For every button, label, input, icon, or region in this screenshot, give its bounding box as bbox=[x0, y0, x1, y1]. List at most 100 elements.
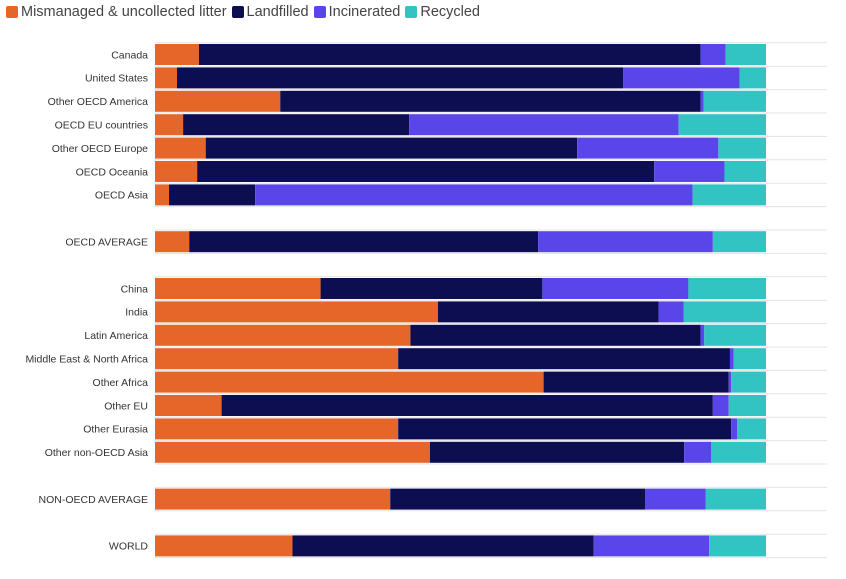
bar-latin-america-landfilled[interactable] bbox=[410, 324, 701, 346]
bar-united-states-landfilled[interactable] bbox=[177, 67, 624, 89]
legend-item-incinerated[interactable]: Incinerated bbox=[313, 4, 400, 20]
chart-legend: Mismanaged & uncollected litter Landfill… bbox=[6, 4, 485, 20]
bar-middle-east-and-north-africa-recycled[interactable] bbox=[733, 348, 766, 370]
legend-item-recycled[interactable]: Recycled bbox=[405, 4, 480, 20]
row-label-other-oecd-europe: Other OECD Europe bbox=[52, 143, 148, 155]
bar-oecd-eu-countries-recycled[interactable] bbox=[678, 114, 766, 136]
bar-oecd-asia-recycled[interactable] bbox=[692, 184, 766, 206]
legend-swatch-landfilled bbox=[231, 6, 244, 18]
bar-china-incinerated[interactable] bbox=[542, 278, 689, 299]
bar-middle-east-and-north-africa-mismanaged[interactable] bbox=[155, 348, 399, 370]
bar-other-africa-recycled[interactable] bbox=[731, 371, 766, 393]
legend-item-landfilled[interactable]: Landfilled bbox=[231, 4, 309, 20]
bar-india-landfilled[interactable] bbox=[437, 301, 659, 323]
bar-other-eurasia-recycled[interactable] bbox=[737, 418, 766, 440]
bar-other-oecd-europe-incinerated[interactable] bbox=[577, 137, 719, 159]
legend-swatch-incinerated bbox=[313, 6, 326, 18]
bar-oecd-average-landfilled[interactable] bbox=[189, 231, 539, 253]
bar-other-eu-landfilled[interactable] bbox=[221, 395, 713, 416]
row-label-oecd-asia: OECD Asia bbox=[95, 190, 148, 202]
bar-china-mismanaged[interactable] bbox=[155, 278, 321, 299]
row-label-oecd-eu-countries: OECD EU countries bbox=[55, 120, 148, 132]
bar-oecd-asia-landfilled[interactable] bbox=[169, 184, 256, 206]
legend-label-landfilled: Landfilled bbox=[246, 4, 309, 20]
bar-other-eu-incinerated[interactable] bbox=[712, 395, 729, 416]
legend-label-mismanaged: Mismanaged & uncollected litter bbox=[21, 4, 227, 20]
bar-india-mismanaged[interactable] bbox=[155, 301, 438, 323]
bar-non-oecd-average-recycled[interactable] bbox=[705, 488, 766, 510]
bar-other-oecd-europe-mismanaged[interactable] bbox=[155, 137, 206, 159]
bar-other-oecd-europe-landfilled[interactable] bbox=[205, 137, 578, 159]
bar-world-recycled[interactable] bbox=[709, 535, 766, 557]
row-label-china: China bbox=[121, 283, 149, 295]
bar-non-oecd-average-landfilled[interactable] bbox=[390, 488, 646, 510]
bar-world-mismanaged[interactable] bbox=[155, 535, 293, 557]
row-label-world: WORLD bbox=[109, 541, 149, 553]
bar-other-africa-incinerated[interactable] bbox=[728, 371, 732, 393]
bar-middle-east-and-north-africa-landfilled[interactable] bbox=[398, 348, 730, 370]
row-label-non-oecd-average: NON-OECD AVERAGE bbox=[39, 494, 149, 506]
bar-non-oecd-average-mismanaged[interactable] bbox=[155, 488, 391, 510]
bar-oecd-oceania-recycled[interactable] bbox=[724, 161, 766, 182]
bar-oecd-asia-incinerated[interactable] bbox=[255, 184, 693, 206]
bar-india-recycled[interactable] bbox=[683, 301, 766, 323]
bar-oecd-eu-countries-incinerated[interactable] bbox=[409, 114, 679, 136]
row-label-other-oecd-america: Other OECD America bbox=[48, 96, 149, 108]
bar-oecd-oceania-landfilled[interactable] bbox=[197, 161, 655, 182]
row-label-united-states: United States bbox=[85, 73, 148, 85]
row-label-india: India bbox=[125, 307, 148, 319]
bar-other-africa-landfilled[interactable] bbox=[543, 371, 729, 393]
row-label-latin-america: Latin America bbox=[84, 330, 148, 342]
bar-other-oecd-europe-recycled[interactable] bbox=[718, 137, 766, 159]
row-label-canada: Canada bbox=[111, 49, 148, 61]
row-label-middle-east-and-north-africa: Middle East & North Africa bbox=[25, 354, 148, 366]
bar-latin-america-incinerated[interactable] bbox=[700, 324, 705, 346]
bar-other-oecd-america-landfilled[interactable] bbox=[280, 90, 701, 112]
bar-united-states-incinerated[interactable] bbox=[623, 67, 740, 89]
bar-united-states-recycled[interactable] bbox=[739, 67, 766, 89]
bar-oecd-average-incinerated[interactable] bbox=[538, 231, 713, 253]
bar-canada-recycled[interactable] bbox=[725, 44, 766, 65]
row-label-other-eurasia: Other Eurasia bbox=[83, 424, 148, 436]
bar-oecd-average-recycled[interactable] bbox=[712, 231, 766, 253]
legend-swatch-mismanaged bbox=[6, 6, 18, 18]
bar-middle-east-and-north-africa-incinerated[interactable] bbox=[729, 348, 734, 370]
bar-other-non-oecd-asia-recycled[interactable] bbox=[711, 441, 766, 463]
bar-oecd-eu-countries-landfilled[interactable] bbox=[183, 114, 410, 136]
bar-india-incinerated[interactable] bbox=[658, 301, 684, 323]
bar-china-recycled[interactable] bbox=[688, 278, 766, 299]
bar-world-landfilled[interactable] bbox=[292, 535, 594, 557]
bar-other-eu-mismanaged[interactable] bbox=[155, 395, 222, 416]
bar-other-oecd-america-incinerated[interactable] bbox=[700, 90, 704, 112]
bar-other-eurasia-incinerated[interactable] bbox=[731, 418, 738, 440]
legend-swatch-recycled bbox=[405, 6, 418, 18]
row-label-other-africa: Other Africa bbox=[93, 377, 149, 389]
bar-other-eu-recycled[interactable] bbox=[728, 395, 766, 416]
bar-other-non-oecd-asia-incinerated[interactable] bbox=[684, 441, 712, 463]
bar-non-oecd-average-incinerated[interactable] bbox=[645, 488, 706, 510]
bar-canada-landfilled[interactable] bbox=[198, 44, 701, 65]
row-label-other-eu: Other EU bbox=[104, 400, 148, 412]
bar-world-incinerated[interactable] bbox=[593, 535, 710, 557]
bar-china-landfilled[interactable] bbox=[320, 278, 543, 299]
bar-other-oecd-america-recycled[interactable] bbox=[703, 90, 766, 112]
bar-oecd-asia-mismanaged[interactable] bbox=[155, 184, 170, 206]
bar-united-states-mismanaged[interactable] bbox=[155, 67, 177, 89]
bar-other-oecd-america-mismanaged[interactable] bbox=[155, 90, 281, 112]
legend-label-recycled: Recycled bbox=[420, 4, 480, 20]
bar-canada-incinerated[interactable] bbox=[700, 44, 726, 65]
bar-oecd-oceania-incinerated[interactable] bbox=[654, 161, 725, 182]
bar-latin-america-mismanaged[interactable] bbox=[155, 324, 411, 346]
row-label-oecd-oceania: OECD Oceania bbox=[76, 166, 149, 178]
bar-oecd-average-mismanaged[interactable] bbox=[155, 231, 190, 253]
bar-other-africa-mismanaged[interactable] bbox=[155, 371, 544, 393]
bar-canada-mismanaged[interactable] bbox=[155, 44, 199, 65]
bar-latin-america-recycled[interactable] bbox=[704, 324, 766, 346]
legend-item-mismanaged[interactable]: Mismanaged & uncollected litter bbox=[6, 4, 227, 20]
bar-oecd-oceania-mismanaged[interactable] bbox=[155, 161, 198, 182]
bar-oecd-eu-countries-mismanaged[interactable] bbox=[155, 114, 184, 136]
bar-other-non-oecd-asia-mismanaged[interactable] bbox=[155, 441, 430, 463]
bar-other-eurasia-mismanaged[interactable] bbox=[155, 418, 399, 440]
bar-other-non-oecd-asia-landfilled[interactable] bbox=[429, 441, 685, 463]
bar-other-eurasia-landfilled[interactable] bbox=[398, 418, 732, 440]
